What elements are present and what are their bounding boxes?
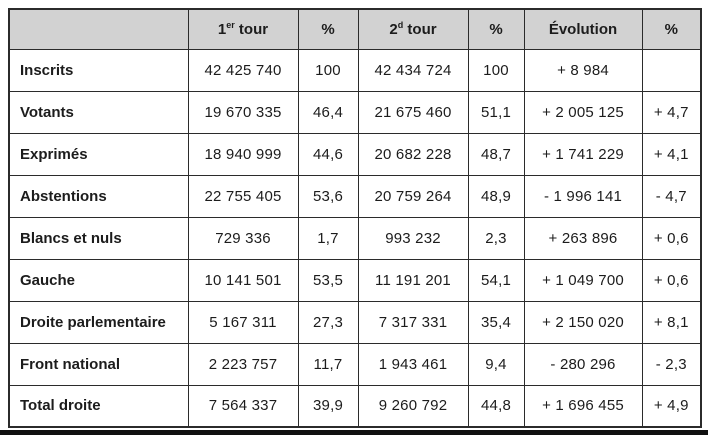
data-cell: 51,1 bbox=[467, 90, 525, 134]
data-cell: 19 670 335 bbox=[187, 90, 299, 134]
data-cell: - 280 296 bbox=[523, 342, 643, 386]
data-cell: 10 141 501 bbox=[187, 258, 299, 302]
data-cell: + 4,9 bbox=[641, 384, 702, 428]
data-cell bbox=[641, 48, 702, 92]
table-row: Exprimés 18 940 999 44,6 20 682 228 48,7 + 1 … bbox=[8, 132, 702, 176]
data-cell: 100 bbox=[297, 48, 359, 92]
data-cell: 48,9 bbox=[467, 174, 525, 218]
row-label: Total droite bbox=[8, 384, 189, 428]
data-cell: + 0,6 bbox=[641, 216, 702, 260]
header-evolution: Évolution bbox=[523, 8, 643, 50]
row-label: Votants bbox=[8, 90, 189, 134]
row-label: Gauche bbox=[8, 258, 189, 302]
data-cell: 27,3 bbox=[297, 300, 359, 344]
data-cell: - 1 996 141 bbox=[523, 174, 643, 218]
data-cell: 7 317 331 bbox=[357, 300, 469, 344]
table-row: Inscrits 42 425 740 100 42 434 724 100 + 8 98… bbox=[8, 48, 702, 92]
data-cell: + 4,7 bbox=[641, 90, 702, 134]
header-first-round-sup: er bbox=[226, 19, 235, 30]
row-label: Front national bbox=[8, 342, 189, 386]
data-cell: 20 759 264 bbox=[357, 174, 469, 218]
data-cell: 7 564 337 bbox=[187, 384, 299, 428]
data-cell: 5 167 311 bbox=[187, 300, 299, 344]
data-cell: 2 223 757 bbox=[187, 342, 299, 386]
data-cell: 46,4 bbox=[297, 90, 359, 134]
table-row: Votants 19 670 335 46,4 21 675 460 51,1 + 2 0… bbox=[8, 90, 702, 134]
data-cell: + 0,6 bbox=[641, 258, 702, 302]
table-row: Abstentions 22 755 405 53,6 20 759 264 48,9-… bbox=[8, 174, 702, 218]
page-bottom-rule bbox=[0, 430, 708, 435]
header-percent-1: % bbox=[297, 8, 359, 50]
data-cell: + 2 005 125 bbox=[523, 90, 643, 134]
data-cell: - 2,3 bbox=[641, 342, 702, 386]
header-second-round-rest: tour bbox=[403, 20, 437, 38]
data-cell: 11 191 201 bbox=[357, 258, 469, 302]
row-label: Droite parlementaire bbox=[8, 300, 189, 344]
row-label: Blancs et nuls bbox=[8, 216, 189, 260]
data-cell: 1 943 461 bbox=[357, 342, 469, 386]
header-first-round-base: 1 bbox=[217, 20, 227, 38]
table-row: Gauche 10 141 501 53,5 11 191 201 54,1 + 1 04… bbox=[8, 258, 702, 302]
data-cell: 44,6 bbox=[297, 132, 359, 176]
header-second-round: 2d tour bbox=[357, 8, 469, 50]
data-cell: 42 425 740 bbox=[187, 48, 299, 92]
data-cell: 11,7 bbox=[297, 342, 359, 386]
data-cell: 22 755 405 bbox=[187, 174, 299, 218]
data-cell: - 4,7 bbox=[641, 174, 702, 218]
row-label: Abstentions bbox=[8, 174, 189, 218]
data-cell: 21 675 460 bbox=[357, 90, 469, 134]
table-row: Droite parlementaire 5 167 311 27,3 7 317 3… bbox=[8, 300, 702, 344]
header-second-round-base: 2 bbox=[389, 20, 398, 38]
header-first-round-rest: tour bbox=[234, 20, 269, 38]
row-label: Exprimés bbox=[8, 132, 189, 176]
data-cell: 993 232 bbox=[357, 216, 469, 260]
data-cell: + 263 896 bbox=[523, 216, 643, 260]
table-row: Total droite 7 564 337 39,9 9 260 792 44,8 + … bbox=[8, 384, 702, 428]
header-row: 1er tour % 2d tour % Évolution % bbox=[8, 8, 702, 50]
data-cell: 18 940 999 bbox=[187, 132, 299, 176]
header-second-round-sup: d bbox=[397, 19, 404, 30]
header-percent-3: % bbox=[641, 8, 702, 50]
data-cell: 53,6 bbox=[297, 174, 359, 218]
data-cell: + 1 049 700 bbox=[523, 258, 643, 302]
data-cell: + 4,1 bbox=[641, 132, 702, 176]
data-cell: + 8 984 bbox=[523, 48, 643, 92]
table-row: Front national 2 223 757 11,7 1 943 461 9,4-… bbox=[8, 342, 702, 386]
data-cell: 9 260 792 bbox=[357, 384, 469, 428]
header-percent-2: % bbox=[467, 8, 525, 50]
data-cell: 39,9 bbox=[297, 384, 359, 428]
data-cell: 48,7 bbox=[467, 132, 525, 176]
election-results-table: 1er tour % 2d tour % Évolution % Inscrit… bbox=[8, 8, 702, 428]
data-cell: 42 434 724 bbox=[357, 48, 469, 92]
header-first-round: 1er tour bbox=[187, 8, 299, 50]
data-cell: + 1 696 455 bbox=[523, 384, 643, 428]
data-cell: 35,4 bbox=[467, 300, 525, 344]
data-cell: 100 bbox=[467, 48, 525, 92]
data-cell: + 8,1 bbox=[641, 300, 702, 344]
row-label: Inscrits bbox=[8, 48, 189, 92]
data-cell: 1,7 bbox=[297, 216, 359, 260]
table-body: Inscrits 42 425 740 100 42 434 724 100 + 8 98… bbox=[8, 48, 702, 428]
data-cell: 44,8 bbox=[467, 384, 525, 428]
data-cell: 729 336 bbox=[187, 216, 299, 260]
table-row: Blancs et nuls 729 336 1,7 993 232 2,3 + 263 … bbox=[8, 216, 702, 260]
data-cell: 9,4 bbox=[467, 342, 525, 386]
data-cell: + 2 150 020 bbox=[523, 300, 643, 344]
data-cell: + 1 741 229 bbox=[523, 132, 643, 176]
table-header: 1er tour % 2d tour % Évolution % bbox=[8, 8, 702, 50]
data-cell: 54,1 bbox=[467, 258, 525, 302]
header-empty-cell bbox=[8, 8, 189, 50]
data-cell: 53,5 bbox=[297, 258, 359, 302]
data-cell: 20 682 228 bbox=[357, 132, 469, 176]
data-cell: 2,3 bbox=[467, 216, 525, 260]
